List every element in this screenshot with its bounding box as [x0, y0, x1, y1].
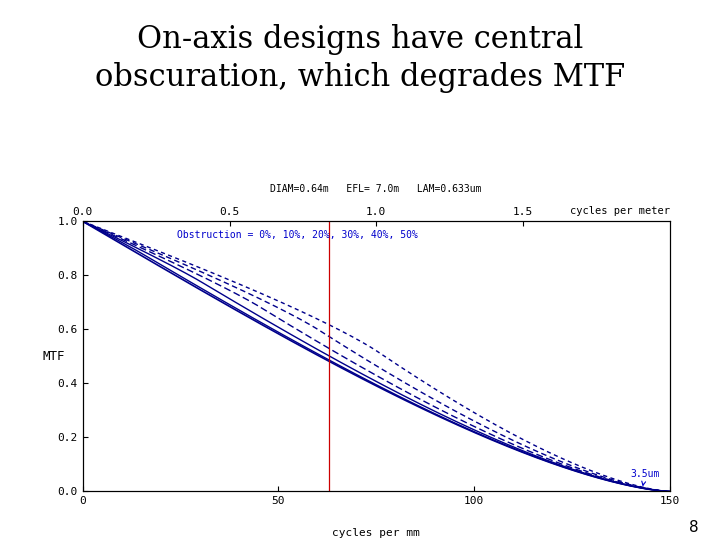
- Text: DIAM=0.64m   EFL= 7.0m   LAM=0.633um: DIAM=0.64m EFL= 7.0m LAM=0.633um: [271, 184, 482, 194]
- Text: 3.5um: 3.5um: [631, 469, 660, 485]
- Text: cycles per meter: cycles per meter: [570, 206, 670, 216]
- Text: On-axis designs have central: On-axis designs have central: [137, 24, 583, 55]
- Y-axis label: MTF: MTF: [42, 350, 65, 363]
- Text: Obstruction = 0%, 10%, 20%, 30%, 40%, 50%: Obstruction = 0%, 10%, 20%, 30%, 40%, 50…: [176, 230, 418, 240]
- Text: obscuration, which degrades MTF: obscuration, which degrades MTF: [95, 62, 625, 93]
- Text: 8: 8: [689, 519, 698, 535]
- Text: cycles per mm: cycles per mm: [333, 528, 420, 538]
